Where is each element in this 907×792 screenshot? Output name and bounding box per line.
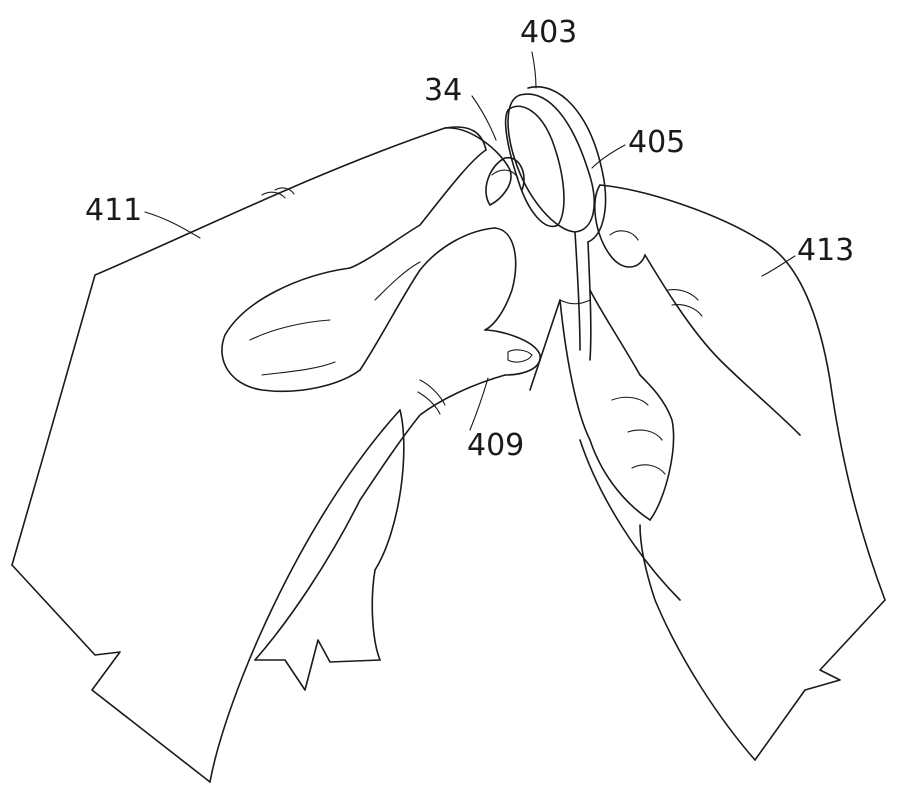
label-411: 411 [85, 193, 142, 228]
disc-device [506, 87, 606, 360]
label-34: 34 [424, 73, 462, 108]
label-405: 405 [628, 125, 685, 160]
right-hand [530, 185, 885, 760]
label-409: 409 [467, 428, 524, 463]
leader-lines [145, 52, 795, 430]
leader-403 [532, 52, 536, 88]
leader-411 [145, 212, 200, 238]
label-413: 413 [797, 233, 854, 268]
absorbent-pad [506, 106, 564, 226]
label-403: 403 [520, 15, 577, 50]
leader-34 [472, 96, 496, 140]
